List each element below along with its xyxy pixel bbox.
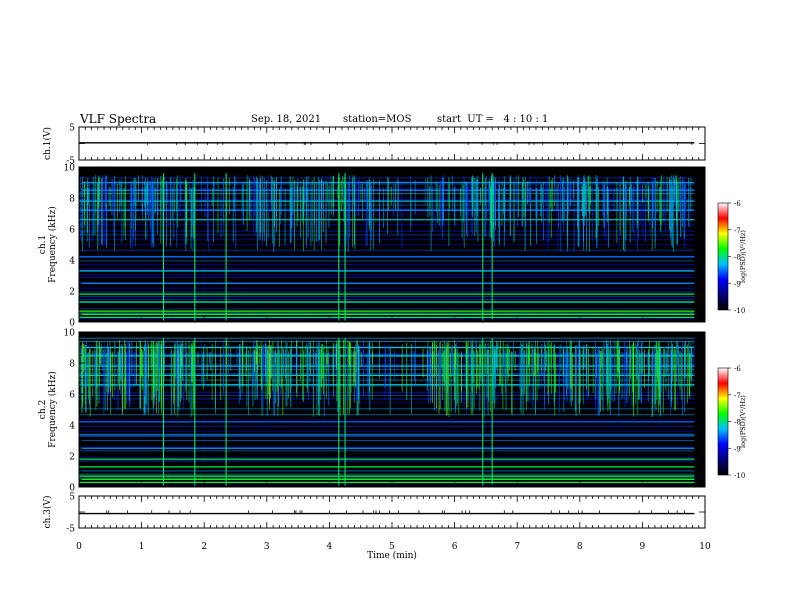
y-axis-label: Frequency (kHz) <box>47 371 58 448</box>
x-tick-label: 6 <box>452 542 458 552</box>
figure-title: VLF Spectra <box>80 112 157 126</box>
start-time-label: start UT = 4 : 10 : 1 <box>437 114 549 125</box>
x-tick-label: 8 <box>577 542 583 552</box>
x-tick-label: 0 <box>76 542 82 552</box>
colorbar-tick-label: -8 <box>734 419 741 427</box>
y-tick-label: 0 <box>69 484 75 494</box>
y-tick-label: 4 <box>69 257 75 267</box>
x-tick-label: 1 <box>139 542 145 552</box>
x-tick-label: 2 <box>201 542 207 552</box>
colorbar-tick-label: -6 <box>734 200 741 208</box>
y-tick-label: 10 <box>64 329 76 339</box>
colorbar-label: log(PSD)(V²/Hz) <box>739 395 747 448</box>
y-tick-label: 8 <box>69 195 75 205</box>
y-tick-label: 4 <box>69 422 75 432</box>
colorbar-label: log(PSD)(V²/Hz) <box>739 230 747 283</box>
y-tick-label: -5 <box>66 157 75 167</box>
x-tick-label: 10 <box>699 542 711 552</box>
date-label: Sep. 18, 2021 <box>251 114 322 125</box>
spectrogram-ch1-spectrogram <box>79 167 705 322</box>
x-tick-label: 9 <box>640 542 646 552</box>
station-label: station=MOS <box>343 114 412 125</box>
y-axis-label: ch.2 <box>38 400 48 419</box>
colorbar-tick-label: -10 <box>734 307 745 315</box>
colorbar-tick-label: -10 <box>734 472 745 480</box>
colorbar <box>717 202 729 311</box>
colorbar <box>717 367 729 476</box>
y-tick-label: 0 <box>69 319 75 329</box>
y-tick-label: 10 <box>64 164 76 174</box>
y-axis-label: ch.1(V) <box>42 127 53 160</box>
y-tick-label: 5 <box>69 493 75 503</box>
y-tick-label: 6 <box>69 391 75 401</box>
y-axis-label: ch.3(V) <box>42 496 53 529</box>
colorbar-tick-label: -7 <box>734 392 741 400</box>
x-axis-label: Time (min) <box>367 550 417 561</box>
colorbar-tick-label: -9 <box>734 280 741 288</box>
x-tick-label: 3 <box>264 542 270 552</box>
spectrogram-ch2-spectrogram <box>79 332 705 487</box>
x-tick-label: 5 <box>389 542 395 552</box>
x-tick-label: 7 <box>514 542 520 552</box>
y-tick-label: 8 <box>69 360 75 370</box>
y-tick-label: 5 <box>69 124 75 134</box>
y-tick-label: 2 <box>69 288 75 298</box>
colorbar-tick-label: -7 <box>734 227 741 235</box>
y-axis-label: ch.1 <box>38 235 48 254</box>
colorbar-tick-label: -9 <box>734 445 741 453</box>
colorbar-tick-label: -6 <box>734 365 741 373</box>
y-tick-label: 2 <box>69 453 75 463</box>
x-tick-label: 4 <box>327 542 333 552</box>
y-tick-label: 6 <box>69 226 75 236</box>
y-axis-label: Frequency (kHz) <box>47 206 58 283</box>
y-tick-label: -5 <box>66 525 75 535</box>
colorbar-tick-label: -8 <box>734 254 741 262</box>
plot-layer <box>79 141 729 515</box>
